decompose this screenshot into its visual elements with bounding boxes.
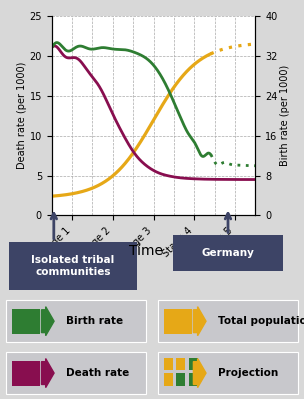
FancyBboxPatch shape [158,352,298,394]
FancyArrow shape [41,359,54,387]
Text: Total population: Total population [218,316,304,326]
Bar [12,309,40,334]
FancyBboxPatch shape [176,373,185,385]
FancyBboxPatch shape [9,242,137,290]
FancyBboxPatch shape [164,373,173,385]
Bar [164,309,192,334]
Text: Time: Time [129,244,163,259]
Text: Germany: Germany [202,248,254,259]
FancyBboxPatch shape [164,358,173,370]
Text: Isolated tribal
communities: Isolated tribal communities [31,255,115,277]
FancyBboxPatch shape [6,300,146,342]
Y-axis label: Birth rate (per 1000): Birth rate (per 1000) [280,65,290,166]
Y-axis label: Death rate (per 1000): Death rate (per 1000) [17,62,27,170]
FancyArrow shape [41,307,54,336]
Text: Birth rate: Birth rate [66,316,123,326]
FancyBboxPatch shape [6,352,146,394]
FancyBboxPatch shape [188,358,198,370]
FancyBboxPatch shape [188,373,198,385]
Text: Death rate: Death rate [66,368,130,378]
Text: Projection: Projection [218,368,278,378]
FancyBboxPatch shape [158,300,298,342]
FancyBboxPatch shape [173,235,283,271]
FancyArrow shape [193,307,206,336]
Bar [12,361,40,385]
FancyArrow shape [193,359,206,387]
FancyBboxPatch shape [176,358,185,370]
